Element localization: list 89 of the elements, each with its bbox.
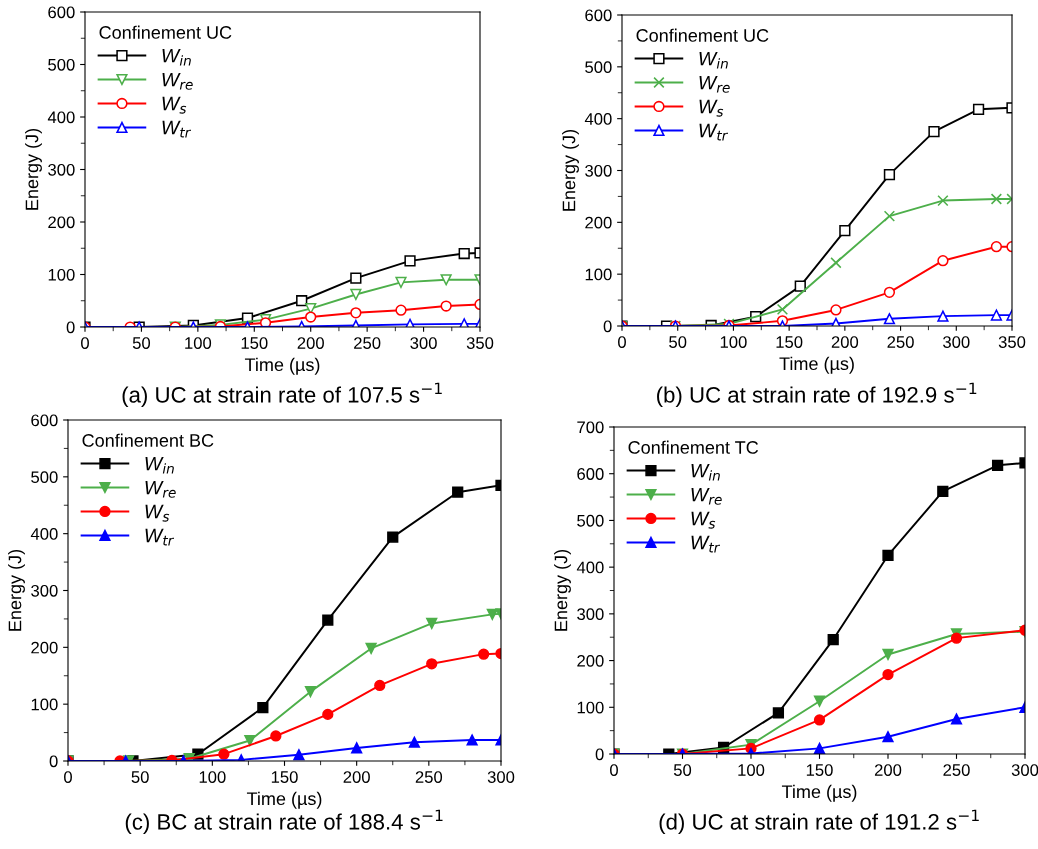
y-tick-label: 100 [585, 268, 612, 281]
text: (b) UC at strain rate of 192.9 s$^{−1}$ [657, 382, 977, 408]
y-tick-label: 100 [31, 698, 58, 711]
legend-label: W$_{re}$ [699, 75, 730, 93]
y-axis-title: Energy (J) [25, 128, 42, 210]
y-tick-label: 300 [48, 163, 75, 176]
y-tick-label: 300 [577, 608, 604, 621]
y-tick-label: 400 [47, 111, 75, 124]
x-axis-title: Time (µs) [781, 784, 857, 802]
x-tick-label: 100 [185, 337, 212, 349]
y-tick-label: 0 [595, 748, 604, 761]
y-axis-title: Energy (J) [562, 129, 579, 211]
text: (c) BC at strain rate of 188.4 s$^{−1}$ [125, 809, 443, 835]
y-tick-label: 0 [603, 320, 612, 333]
x-tick-label: 100 [738, 764, 765, 776]
x-tick-label: 350 [466, 337, 494, 349]
x-tick-label: 200 [874, 764, 902, 776]
x-tick-label: 100 [199, 771, 226, 783]
legend-title: Confinement UC [636, 28, 769, 42]
y-axis-title: Energy (J) [554, 549, 571, 631]
x-tick-label: 150 [806, 764, 833, 776]
y-tick-label: 600 [48, 6, 75, 19]
legend-title: Confinement BC [82, 433, 214, 447]
y-tick-label: 200 [31, 641, 58, 654]
y-tick-label: 0 [66, 321, 75, 334]
legend-label: W$_{s}$ [162, 96, 187, 114]
legend-label: W$_{in}$ [691, 463, 720, 481]
y-axis-title: Energy (J) [8, 549, 25, 631]
x-tick-label: 200 [831, 336, 859, 348]
x-axis-title: Time (µs) [779, 356, 854, 374]
y-tick-label: 500 [48, 58, 75, 71]
legend-label: W$_{re}$ [162, 72, 193, 90]
x-tick-label: 200 [297, 337, 324, 349]
legend-label: W$_{s}$ [145, 504, 170, 522]
legend-label: W$_{tr}$ [162, 120, 192, 138]
legend-label: W$_{re}$ [691, 487, 722, 505]
y-tick-label: 100 [577, 701, 604, 714]
text: (d) UC at strain rate of 191.2 s$^{−1}$ [659, 809, 979, 835]
y-tick-label: 600 [585, 9, 612, 22]
y-tick-label: 0 [49, 755, 58, 768]
x-tick-label: 250 [415, 771, 443, 783]
legend-label: W$_{tr}$ [145, 528, 175, 546]
x-tick-label: 0 [618, 336, 626, 348]
y-tick-label: 700 [577, 421, 604, 434]
legend-title: Confinement UC [99, 25, 232, 39]
x-tick-label: 250 [354, 337, 381, 349]
y-tick-label: 600 [31, 414, 58, 427]
x-tick-label: 300 [943, 336, 970, 348]
x-tick-label: 150 [271, 771, 298, 783]
x-tick-label: 250 [887, 336, 914, 348]
x-tick-label: 150 [241, 337, 268, 349]
legend-label: W$_{tr}$ [699, 123, 729, 141]
text: (a) UC at strain rate of 107.5 s$^{−1}$ [122, 382, 442, 408]
x-tick-label: 0 [81, 337, 89, 349]
y-tick-label: 600 [577, 468, 604, 480]
y-tick-label: 500 [585, 61, 612, 74]
x-tick-label: 50 [669, 336, 687, 348]
y-tick-label: 400 [576, 561, 604, 574]
legend-label: W$_{in}$ [699, 51, 728, 69]
x-tick-label: 350 [998, 336, 1026, 348]
y-tick-label: 300 [31, 584, 58, 597]
y-tick-label: 200 [48, 216, 75, 229]
x-tick-label: 50 [131, 771, 149, 783]
y-tick-label: 400 [584, 113, 612, 125]
x-axis-title: Time (µs) [244, 357, 320, 375]
legend-label: W$_{s}$ [699, 99, 724, 117]
legend-label: W$_{s}$ [691, 511, 716, 529]
y-tick-label: 400 [30, 528, 58, 540]
x-tick-label: 100 [720, 336, 747, 348]
y-tick-label: 300 [585, 164, 612, 177]
x-tick-label: 200 [343, 771, 370, 783]
x-tick-label: 50 [132, 337, 151, 349]
y-tick-label: 500 [577, 514, 604, 527]
x-tick-label: 250 [943, 764, 970, 776]
y-tick-label: 200 [577, 654, 604, 667]
legend-label: W$_{re}$ [145, 480, 176, 498]
legend-label: W$_{tr}$ [691, 535, 721, 553]
y-tick-label: 100 [48, 268, 75, 281]
legend-label: W$_{in}$ [145, 456, 174, 474]
legend-title: Confinement TC [628, 440, 759, 454]
x-axis-title: Time (µs) [246, 791, 322, 809]
x-tick-label: 150 [776, 336, 803, 348]
x-tick-label: 300 [487, 771, 515, 783]
x-tick-label: 50 [673, 764, 692, 776]
y-tick-label: 200 [585, 216, 612, 229]
y-tick-label: 500 [31, 471, 58, 484]
x-tick-label: 300 [1011, 764, 1038, 776]
legend-label: W$_{in}$ [162, 48, 191, 66]
x-tick-label: 300 [410, 337, 437, 349]
